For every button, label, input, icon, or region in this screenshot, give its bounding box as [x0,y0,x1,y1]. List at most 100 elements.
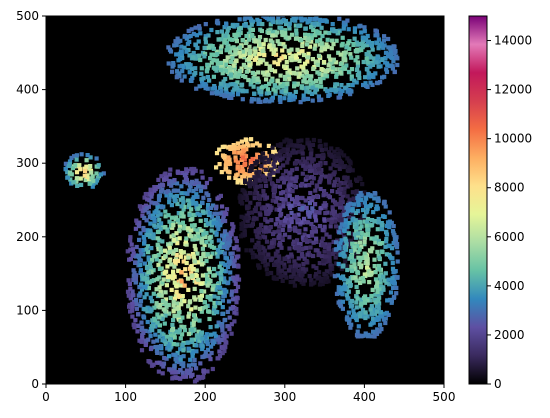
heatmap-cell [226,83,231,88]
heatmap-cell [311,264,316,269]
heatmap-cell [242,17,247,22]
heatmap-cell [361,35,366,41]
heatmap-cell [138,262,143,268]
heatmap-cell [233,58,238,63]
heatmap-cell [355,269,360,274]
heatmap-cell [187,212,192,217]
heatmap-cell [387,63,392,69]
heatmap-cell [236,247,241,252]
heatmap-cell [361,82,366,88]
heatmap-cell [371,329,376,334]
heatmap-cell [196,184,201,189]
heatmap-cell [206,267,211,272]
heatmap-cell [203,86,208,91]
heatmap-cell [350,268,355,273]
heatmap-cell [199,330,204,335]
heatmap-cell [309,278,314,283]
heatmap-cell [172,264,177,269]
heatmap-cell [175,258,180,264]
heatmap-cell [276,235,281,240]
heatmap-cell [228,92,233,97]
heatmap-cell [355,289,360,294]
heatmap-cell [296,263,301,268]
heatmap-cell [212,245,217,250]
heatmap-cell [157,305,162,310]
heatmap-cell [190,171,195,176]
heatmap-cell [280,156,285,161]
heatmap-cell [270,182,275,187]
heatmap-cell [287,153,293,158]
heatmap-cell [166,302,171,308]
heatmap-cell [174,75,179,80]
heatmap-cell [229,95,234,100]
heatmap-cell [164,334,170,339]
heatmap-cell [190,66,195,71]
heatmap-cell [337,95,343,100]
heatmap-cell [356,249,361,255]
heatmap-cell [205,252,210,257]
heatmap-cell [385,62,390,68]
heatmap-cell [250,78,255,83]
heatmap-cell [261,193,266,198]
heatmap-cell [319,173,324,178]
heatmap-cell [190,267,195,272]
heatmap-cell [373,277,379,282]
heatmap-cell [313,188,318,193]
heatmap-cell [383,55,388,61]
heatmap-cell [275,196,280,201]
heatmap-cell [187,183,193,188]
heatmap-cell [155,229,161,235]
heatmap-cell [352,262,357,267]
heatmap-cell [131,251,136,256]
heatmap-cell [222,94,227,99]
heatmap-cell [294,166,299,171]
heatmap-cell [247,60,252,65]
heatmap-cell [278,243,283,248]
colorbar-frame [468,15,488,385]
heatmap-cell [212,340,217,345]
heatmap-cell [312,21,317,26]
heatmap-cell [151,321,156,326]
heatmap-cell [276,62,281,67]
heatmap-cell [288,182,293,187]
heatmap-cell [270,98,275,103]
heatmap-cell [214,151,220,156]
heatmap-cell [205,75,210,80]
heatmap-cell [192,327,197,332]
heatmap-cell [354,203,359,208]
heatmap-cell [256,243,261,248]
heatmap-cell [181,374,186,379]
heatmap-cell [296,74,301,79]
heatmap-cell [142,295,147,300]
heatmap-cell [351,312,356,317]
heatmap-cell [288,187,293,192]
heatmap-cell [161,332,166,337]
heatmap-cell [180,370,185,375]
heatmap-cell [222,336,227,341]
heatmap-cell [276,229,281,234]
heatmap-cell [179,270,184,275]
heatmap-cell [235,86,240,91]
heatmap-cell [240,155,245,160]
heatmap-cell [178,319,183,324]
heatmap-cell [222,293,227,298]
heatmap-cell [321,76,326,81]
heatmap-cell [297,242,302,247]
heatmap-cell [174,215,179,220]
heatmap-cell [346,83,351,88]
heatmap-cell [282,55,287,60]
heatmap-cell [293,160,298,166]
heatmap-cell [229,292,234,297]
heatmap-cell [360,233,365,238]
heatmap-cell [282,44,287,49]
heatmap-cell [190,53,195,58]
heatmap-cell [344,63,349,68]
heatmap-cell [331,42,336,47]
heatmap-cell [346,205,351,210]
heatmap-cell [145,197,150,202]
heatmap-cell [305,42,310,47]
heatmap-cell [137,204,142,209]
heatmap-cell [346,215,351,220]
heatmap-cell [237,17,242,22]
heatmap-cell [223,68,229,73]
